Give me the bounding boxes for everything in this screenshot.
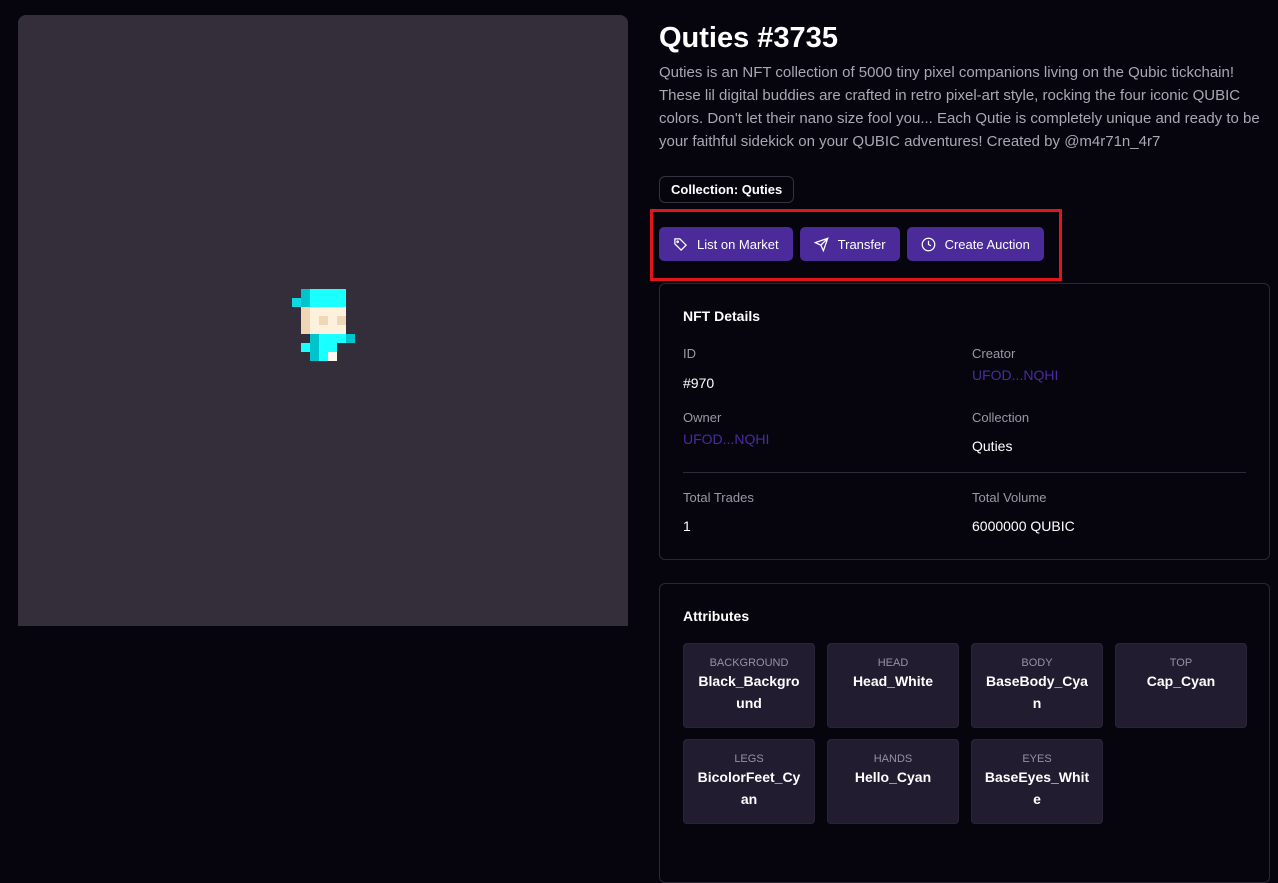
attribute-trait: LEGS — [734, 753, 764, 765]
clock-icon — [921, 237, 935, 251]
nft-image — [18, 15, 628, 626]
owner-label: Owner — [683, 410, 722, 425]
button-label: Transfer — [837, 236, 886, 252]
attribute-tile: EYES BaseEyes_White — [971, 739, 1103, 824]
attribute-trait: BODY — [1021, 657, 1053, 669]
sprite-pixel — [337, 298, 346, 307]
sprite-pixel — [328, 289, 337, 298]
tag-icon — [674, 237, 688, 251]
sprite-pixel — [319, 334, 328, 343]
sprite-pixel — [328, 307, 337, 316]
sprite-pixel — [328, 316, 337, 325]
sprite-pixel — [310, 307, 319, 316]
highlight-box — [650, 209, 1062, 281]
send-icon — [813, 236, 829, 252]
sprite-pixel — [337, 334, 346, 343]
attribute-value: BaseBody_Cyan — [986, 673, 1088, 711]
sprite-pixel — [310, 325, 319, 334]
sprite-pixel — [310, 334, 319, 343]
attribute-tile: HANDS Hello_Cyan — [827, 739, 959, 824]
sprite-pixel — [328, 352, 337, 361]
sprite-pixel — [301, 316, 310, 325]
sprite-pixel — [337, 325, 346, 334]
sprite-pixel — [319, 343, 328, 352]
attributes-card: Attributes BACKGROUND Black_Background HEA… — [659, 583, 1270, 883]
sprite-pixel — [319, 316, 328, 325]
attribute-tile: BODY BaseBody_Cyan — [971, 643, 1103, 728]
sprite-pixel — [319, 289, 328, 298]
sprite-pixel — [301, 325, 310, 334]
card-title: NFT Details — [683, 308, 761, 324]
transfer-button[interactable]: Transfer — [799, 227, 900, 261]
nft-description: Quties is an NFT collection of 5000 tiny… — [659, 64, 1260, 150]
sprite-pixel — [319, 307, 328, 316]
attribute-tile: LEGS BicolorFeet_Cyan — [683, 739, 815, 824]
total-trades-label: Total Trades — [683, 490, 754, 505]
attribute-trait: BACKGROUND — [709, 657, 789, 669]
sprite-pixel — [301, 343, 310, 352]
sprite-pixel — [292, 298, 301, 307]
attribute-value: Black_Background — [698, 673, 800, 711]
attribute-tile: HEAD Head_White — [827, 643, 959, 728]
create-auction-button[interactable]: Create Auction — [906, 227, 1044, 261]
action-buttons: List on Market Transfer Create Auction — [659, 227, 1044, 261]
total-volume-value: 6000000 QUBIC — [972, 518, 1075, 534]
sprite-pixel — [310, 352, 319, 361]
total-volume-label: Total Volume — [972, 490, 1047, 505]
attribute-value: Head_White — [852, 673, 934, 689]
qutie-pixel-sprite — [292, 289, 355, 361]
card-title: Attributes — [683, 608, 750, 624]
sprite-pixel — [337, 307, 346, 316]
id-value: #970 — [683, 375, 715, 391]
sprite-pixel — [310, 298, 319, 307]
nft-details-card: NFT Details ID #970 Creator UFOD...NQHI … — [659, 283, 1270, 560]
attribute-trait: HEAD — [877, 657, 909, 669]
sprite-pixel — [310, 343, 319, 352]
sprite-pixel — [310, 289, 319, 298]
button-label: Create Auction — [944, 236, 1030, 252]
id-label: ID — [683, 346, 696, 361]
creator-link[interactable]: UFOD...NQHI — [972, 367, 1059, 383]
attribute-value: Hello_Cyan — [854, 769, 932, 785]
button-label: List on Market — [697, 236, 779, 252]
sprite-pixel — [328, 298, 337, 307]
owner-link[interactable]: UFOD...NQHI — [683, 431, 770, 447]
sprite-pixel — [337, 289, 346, 298]
collection-label: Collection — [972, 410, 1030, 425]
sprite-pixel — [301, 307, 310, 316]
collection-value: Quties — [972, 438, 1013, 454]
sprite-pixel — [319, 352, 328, 361]
attribute-trait: HANDS — [873, 753, 913, 765]
attribute-value: Cap_Cyan — [1146, 673, 1216, 689]
attribute-value: BaseEyes_White — [984, 769, 1090, 807]
sprite-pixel — [319, 325, 328, 334]
attribute-tile: TOP Cap_Cyan — [1115, 643, 1247, 728]
attribute-trait: EYES — [1022, 753, 1052, 765]
collection-badge[interactable]: Collection: Quties — [659, 176, 795, 203]
page-title: Quties #3735 — [659, 22, 838, 54]
attribute-tile: BACKGROUND Black_Background — [683, 643, 815, 728]
sprite-pixel — [301, 298, 310, 307]
sprite-pixel — [328, 325, 337, 334]
sprite-pixel — [328, 343, 337, 352]
list-on-market-button[interactable]: List on Market — [659, 227, 793, 261]
sprite-pixel — [310, 316, 319, 325]
attribute-trait: TOP — [1169, 657, 1193, 669]
attribute-value: BicolorFeet_Cyan — [697, 769, 801, 807]
sprite-pixel — [319, 298, 328, 307]
sprite-pixel — [337, 316, 346, 325]
total-trades-value: 1 — [683, 518, 691, 534]
sprite-pixel — [301, 289, 310, 298]
sprite-pixel — [346, 334, 355, 343]
divider — [683, 472, 1246, 473]
sprite-pixel — [328, 334, 337, 343]
nft-info: Quties #3735 Quties is an NFT collection… — [650, 20, 1270, 883]
creator-label: Creator — [972, 346, 1016, 361]
